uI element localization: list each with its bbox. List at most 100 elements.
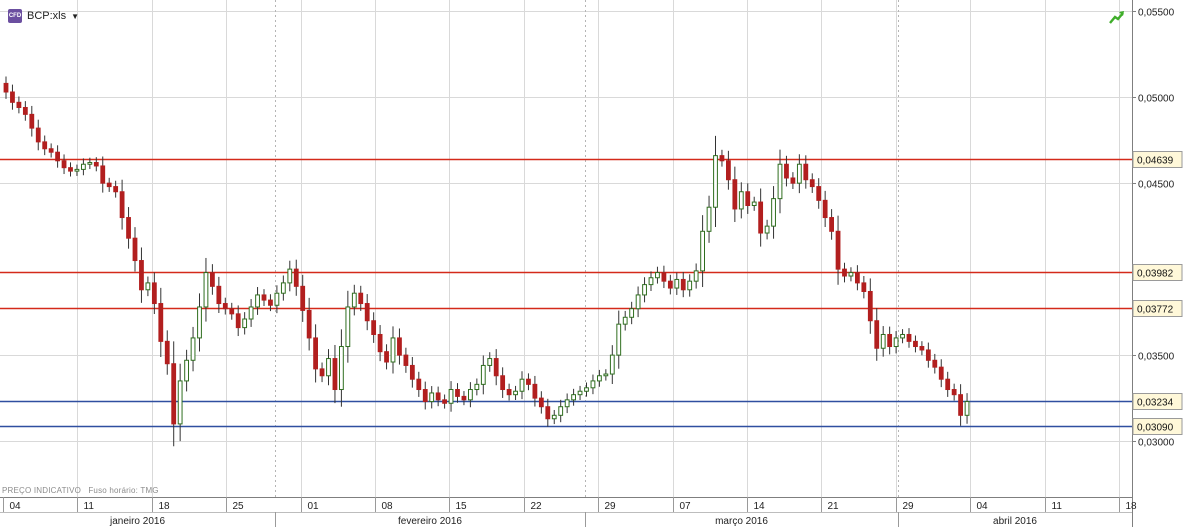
candle-down [945, 378, 951, 391]
candle-down [745, 191, 751, 207]
y-tick-label: 0,05500 [1138, 8, 1175, 19]
candle-up [513, 390, 518, 396]
candle-up [390, 337, 396, 363]
cfd-icon: CFD [8, 9, 22, 23]
candle-up [700, 230, 706, 272]
candle-up [287, 268, 293, 284]
candle-down [106, 182, 112, 188]
candle-up [964, 401, 970, 416]
candle-down [874, 320, 880, 349]
candle-up [564, 399, 570, 408]
candle-up [197, 306, 202, 339]
x-tick-label: 21 [828, 501, 840, 512]
x-tick-label: 22 [531, 501, 543, 512]
price-axis-pane [1132, 0, 1197, 527]
level-label-box [1132, 300, 1183, 317]
candles [3, 76, 970, 447]
x-tick-label: 18 [1126, 501, 1138, 512]
candle-down [719, 155, 725, 162]
candle-down [42, 141, 48, 150]
candle-down [371, 320, 377, 335]
candle-up [771, 198, 776, 227]
candle-up [713, 155, 718, 208]
candle-up [655, 272, 660, 279]
candle-up [274, 292, 280, 306]
candle-up [351, 292, 357, 308]
candle-down [545, 406, 551, 420]
candle-up [629, 308, 635, 318]
candle-down [268, 299, 273, 306]
candle-down [932, 359, 938, 368]
candle-up [880, 333, 886, 349]
candle-up [255, 294, 260, 308]
candle-down [210, 272, 215, 287]
candle-down [861, 282, 867, 292]
candle-down [68, 167, 73, 172]
candle-down [55, 151, 61, 162]
candle-down [493, 358, 499, 377]
candle-up [487, 358, 493, 366]
y-tick-label: 0,03500 [1138, 352, 1175, 363]
candle-down [455, 389, 460, 397]
x-month-label: abril 2016 [993, 516, 1037, 527]
chevron-down-icon[interactable]: ▼ [71, 11, 80, 21]
symbol-header[interactable]: CFD BCP:xls ▼ [8, 7, 79, 25]
x-tick-label: 04 [977, 501, 989, 512]
candle-up [796, 163, 802, 184]
candle-down [151, 282, 157, 305]
candle-down [100, 165, 106, 184]
candle-down [306, 309, 312, 339]
level-label: 0,03234 [1137, 398, 1174, 409]
x-month-label: março 2016 [715, 516, 768, 527]
x-month-label: janeiro 2016 [109, 516, 165, 527]
x-tick-label: 29 [605, 501, 617, 512]
candle-down [171, 363, 177, 425]
candle-up [584, 387, 589, 392]
candle-down [384, 351, 389, 363]
candle-down [139, 260, 144, 291]
candle-up [74, 168, 80, 172]
candle-up [558, 406, 564, 416]
candle-down [855, 272, 860, 284]
symbol-name[interactable]: BCP:xls [27, 10, 67, 22]
candle-up [609, 354, 615, 375]
x-tick-label: 04 [10, 501, 22, 512]
candle-down [377, 333, 383, 353]
candle-down [435, 392, 441, 401]
candle-down [829, 217, 835, 232]
candle-down [113, 186, 119, 193]
candle-up [280, 282, 286, 294]
y-tick-label: 0,04500 [1138, 180, 1175, 191]
level-label-box [1132, 418, 1183, 435]
candle-up [339, 346, 344, 391]
candle-up [248, 306, 254, 320]
candle-up [616, 323, 622, 356]
candle-up [326, 358, 331, 377]
candle-up [429, 392, 435, 403]
candle-down [726, 160, 731, 181]
candle-down [835, 230, 841, 270]
x-tick-label: 29 [903, 501, 915, 512]
candle-down [293, 268, 299, 287]
candle-up [577, 390, 583, 396]
level-label: 0,03090 [1137, 423, 1174, 434]
candle-down [925, 349, 931, 361]
x-tick-label: 14 [754, 501, 766, 512]
level-label-box [1132, 151, 1183, 168]
x-tick-label: 07 [680, 501, 692, 512]
candle-down [235, 313, 241, 329]
candle-up [900, 333, 905, 339]
candle-down [22, 106, 28, 115]
x-tick-label: 08 [382, 501, 394, 512]
candle-up [571, 394, 577, 401]
candle-up [738, 191, 744, 210]
candle-down [29, 113, 35, 129]
candle-down [461, 395, 467, 401]
level-label: 0,03772 [1137, 305, 1174, 316]
candle-up [751, 201, 757, 207]
candle-down [790, 177, 796, 184]
trend-up-icon[interactable] [1108, 9, 1126, 25]
candle-down [906, 333, 912, 342]
